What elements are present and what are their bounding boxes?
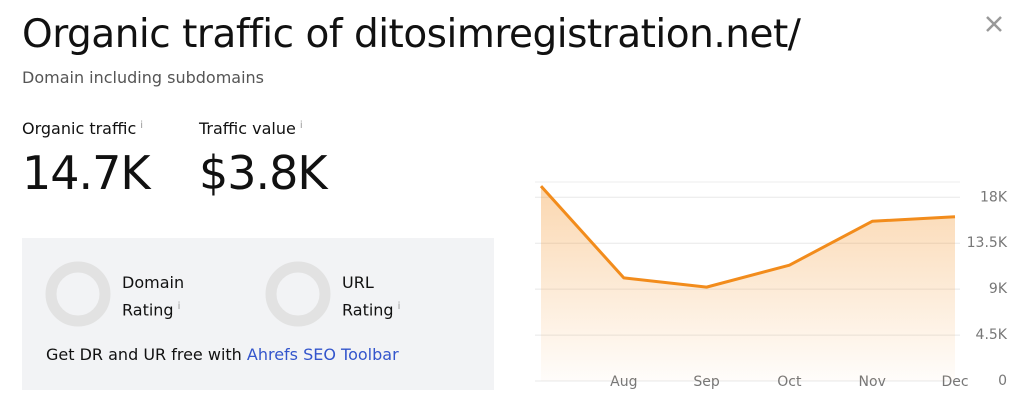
info-icon[interactable]: i bbox=[299, 119, 303, 131]
title: Organic traffic of ditosimregistration.n… bbox=[22, 12, 801, 57]
rating-label-text: Domain Rating bbox=[122, 273, 185, 320]
info-icon[interactable]: i bbox=[397, 301, 401, 312]
metric-label: Organic traffic i bbox=[22, 119, 143, 138]
metric-label-text: Traffic value bbox=[199, 119, 296, 138]
y-tick-label: 18K bbox=[980, 189, 1008, 205]
y-tick-label: 9K bbox=[989, 281, 1008, 297]
line bbox=[539, 185, 956, 289]
metric-value: $3.8K bbox=[199, 146, 328, 200]
metric-label: Traffic value i bbox=[199, 119, 303, 138]
info-icon[interactable]: i bbox=[177, 301, 181, 312]
rating-gauge bbox=[265, 261, 331, 327]
info-icon[interactable]: i bbox=[140, 119, 144, 131]
metric-label-text: Organic traffic bbox=[22, 119, 137, 138]
promo: Get DR and UR free with Ahrefs SEO Toolb… bbox=[46, 345, 399, 364]
subtitle: Domain including subdomains bbox=[22, 68, 265, 87]
metric-value: 14.7K bbox=[22, 146, 151, 200]
rating-label: Domain Rating i bbox=[122, 271, 192, 322]
rating-gauge bbox=[45, 261, 111, 327]
rating-label: URL Rating i bbox=[342, 271, 408, 322]
y-tick-label: 13.5K bbox=[967, 235, 1008, 251]
y-tick-label: 0 bbox=[998, 373, 1007, 389]
promo-text: Get DR and UR free with bbox=[46, 345, 247, 364]
toolbar-link[interactable]: Ahrefs SEO Toolbar bbox=[246, 345, 399, 364]
close-button[interactable] bbox=[984, 14, 1004, 34]
y-tick-label: 4.5K bbox=[976, 327, 1008, 343]
rating-label-text: URL Rating bbox=[342, 273, 394, 320]
area bbox=[541, 186, 955, 381]
